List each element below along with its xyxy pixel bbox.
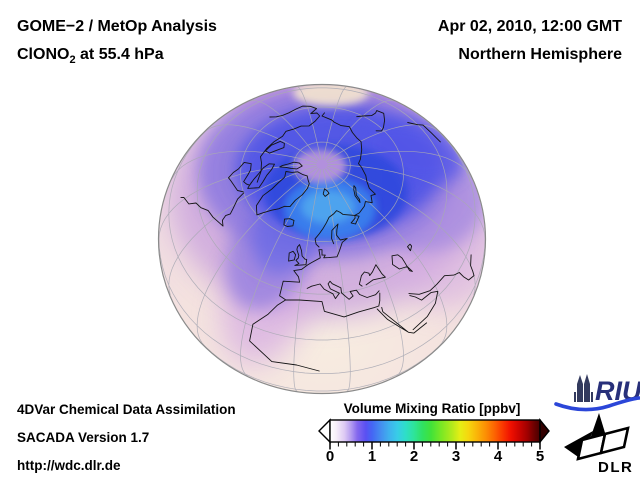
footer-url: http://wdc.dlr.de [17, 458, 121, 473]
colorbar-ticks [329, 442, 541, 450]
dlr-text: DLR [598, 459, 633, 476]
colorbar [318, 418, 550, 450]
colorbar-tick-4: 4 [493, 448, 503, 465]
colorbar-gradient-bar [329, 419, 541, 443]
species-subscript: 2 [69, 54, 76, 66]
field-blob-cream-spot [293, 85, 369, 106]
globe-rim [157, 83, 487, 395]
dlr-logo: DLR [564, 413, 633, 476]
riu-logo: RIU [554, 374, 640, 412]
colorbar-right-arrow [539, 418, 550, 444]
species-suffix: at 55.4 hPa [75, 46, 164, 63]
colorbar-tick-0: 0 [325, 448, 335, 465]
colorbar-tick-3: 3 [451, 448, 461, 465]
footer-version: SACADA Version 1.7 [17, 430, 150, 445]
species-prefix: ClONO [17, 46, 70, 63]
colorbar-tick-1: 1 [367, 448, 377, 465]
title-hemisphere: Northern Hemisphere [458, 46, 622, 63]
mixing-ratio-field [159, 85, 485, 393]
dlr-diamond-right [599, 426, 630, 455]
title-species-level: ClONO2 at 55.4 hPa [17, 47, 164, 66]
colorbar-title: Volume Mixing Ratio [ppbv] [343, 401, 521, 416]
graticule-lines [159, 86, 485, 392]
colorbar-tick-5: 5 [535, 448, 545, 465]
riu-swoosh [554, 396, 640, 412]
footer-assimilation: 4DVar Chemical Data Assimilation [17, 402, 236, 417]
dlr-spike-top [590, 413, 606, 439]
riu-cathedral-icon [574, 374, 593, 402]
colorbar-left-arrow [318, 418, 331, 444]
title-instrument: GOME−2 / MetOp Analysis [17, 18, 217, 35]
field-blob-bright-core [301, 190, 355, 224]
field-blob-pole-pink [293, 149, 347, 183]
colorbar-tick-2: 2 [409, 448, 419, 465]
coastlines [180, 105, 475, 372]
title-datetime: Apr 02, 2010, 12:00 GMT [437, 18, 622, 35]
